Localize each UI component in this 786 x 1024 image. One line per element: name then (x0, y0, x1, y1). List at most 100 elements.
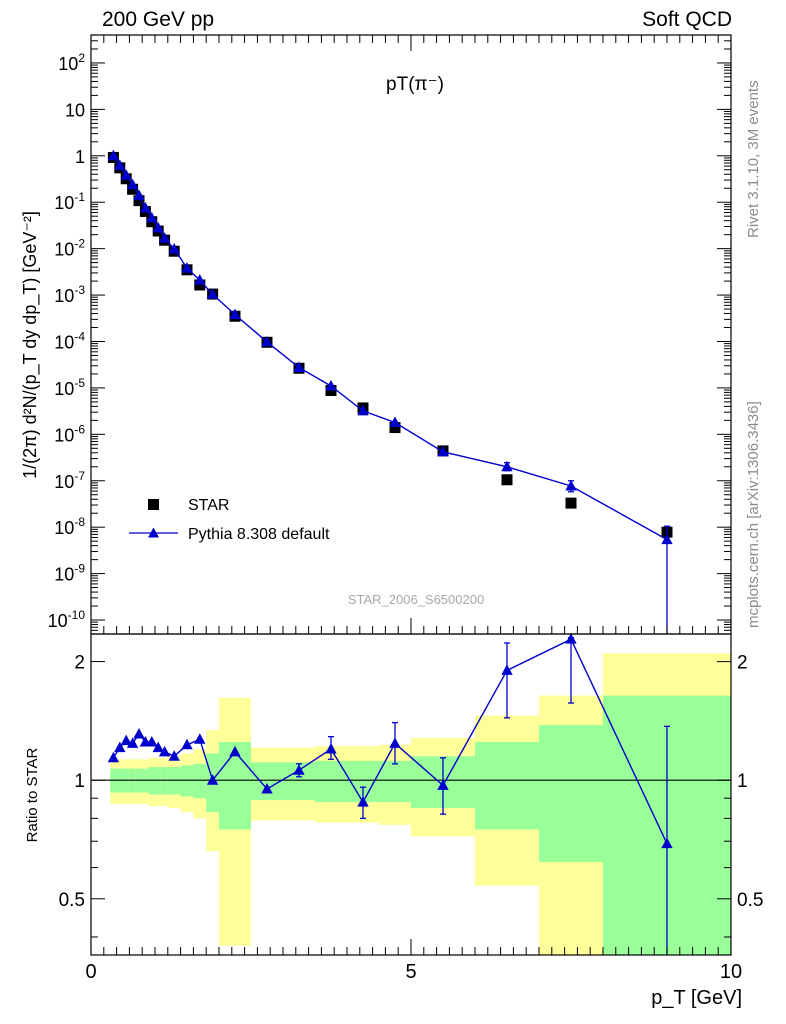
x-axis-label: p_T [GeV] (651, 987, 742, 1009)
band-green-21 (539, 725, 603, 862)
ratio-point-3 (126, 737, 139, 748)
pythia-point-6 (146, 211, 158, 223)
pythia-point-3 (126, 178, 139, 190)
pythia-point-21 (565, 480, 577, 491)
ratio-point-13 (229, 745, 241, 757)
ratio-y-axis-label: Ratio to STAR (24, 747, 41, 842)
ratio-point-11 (194, 733, 206, 744)
pythia-point-5 (139, 202, 152, 213)
pythia-point-1 (114, 159, 126, 170)
legend-marker-pythia (148, 527, 159, 538)
ratio-point-17 (357, 796, 369, 807)
ratio-point-0 (107, 751, 120, 763)
main-ytick-label-7: 10-3 (54, 283, 85, 306)
pythia-point-7 (152, 221, 164, 233)
ratio-point-10 (181, 738, 193, 750)
ratio-point-7 (152, 741, 164, 753)
header-left: 200 GeV pp (102, 8, 215, 31)
ratio-point-16 (325, 742, 337, 754)
ratio-point-22 (661, 837, 673, 849)
main-y-axis-label: 1/(2π) d²N/(p_T dy dp_T) [GeV⁻²] (20, 211, 41, 479)
ratio-ytick-label-left-2: 2 (74, 653, 85, 674)
band-green-13 (219, 742, 251, 830)
pythia-point-18 (389, 416, 401, 427)
ratio-point-1 (114, 741, 126, 753)
main-ytick-label-5: 10-5 (54, 376, 85, 399)
x-tick-label-2: 10 (720, 961, 742, 983)
band-green-11 (193, 763, 207, 799)
x-tick-label-0: 0 (85, 961, 96, 983)
band-green-20 (475, 742, 539, 830)
main-ytick-label-11: 10 (65, 100, 85, 120)
main-ytick-label-12: 102 (58, 51, 85, 74)
plot-title: pT(π⁻) (386, 74, 444, 95)
ratio-point-12 (206, 774, 219, 785)
star-point-18 (389, 422, 401, 434)
pythia-point-14 (261, 335, 273, 347)
ratio-point-6 (146, 736, 158, 747)
watermark: STAR_2006_S6500200 (348, 592, 484, 607)
band-green-10 (180, 765, 194, 797)
main-ytick-label-3: 10-7 (54, 469, 85, 492)
legend-label-pythia: Pythia 8.308 default (188, 526, 330, 543)
pythia-point-9 (168, 243, 180, 254)
ratio-point-8 (158, 745, 171, 757)
pythia-point-13 (229, 308, 241, 320)
main-ytick-label-4: 10-6 (54, 422, 85, 445)
ratio-plot-series (107, 633, 673, 955)
legend-marker-star (148, 499, 159, 510)
ratio-point-2 (120, 734, 132, 746)
star-point-4 (133, 195, 145, 207)
main-ytick-label-8: 10-2 (54, 237, 85, 260)
ratio-ytick-label-left-1: 1 (74, 771, 85, 792)
axis-labels: pT(π⁻) 1/(2π) d²N/(p_T dy dp_T) [GeV⁻²] … (20, 74, 742, 1009)
legend-label-star: STAR (188, 497, 229, 514)
pythia-point-19 (437, 445, 449, 457)
pythia-point-8 (158, 232, 171, 243)
axis-ticks: 10-1010-910-810-710-610-510-410-310-210-… (48, 34, 763, 983)
header-right: Soft QCD (642, 8, 732, 31)
pythia-line (112, 155, 668, 541)
band-green-14 (251, 762, 283, 801)
ratio-ytick-label-right-1: 1 (737, 771, 748, 792)
pythia-point-20 (501, 460, 513, 472)
ratio-ytick-label-left-0: 0.5 (59, 890, 85, 911)
pythia-point-12 (206, 288, 219, 299)
main-ytick-label-6: 10-4 (54, 329, 85, 352)
band-green-18 (379, 760, 411, 803)
x-tick-label-1: 5 (405, 961, 416, 983)
ratio-point-9 (168, 750, 180, 761)
main-ytick-label-10: 1 (75, 147, 85, 167)
star-point-11 (194, 279, 206, 291)
pythia-point-22 (661, 533, 673, 545)
legend: STAR Pythia 8.308 default (129, 497, 330, 543)
star-point-21 (565, 497, 577, 509)
star-point-3 (127, 183, 139, 195)
pythia-point-0 (107, 149, 120, 161)
ratio-point-18 (389, 737, 401, 748)
ratio-point-19 (437, 779, 449, 790)
uncertainty-bands (110, 653, 731, 955)
ratio-ytick-label-right-2: 2 (737, 653, 748, 674)
ratio-point-15 (293, 764, 305, 775)
main-ytick-label-9: 10-1 (54, 190, 85, 213)
ratio-point-20 (501, 664, 513, 675)
main-ytick-label-1: 10-9 (54, 562, 85, 585)
pythia-point-11 (194, 274, 206, 285)
main-ytick-label-0: 10-10 (48, 608, 86, 631)
title-text: pT(π⁻) (386, 74, 444, 95)
pythia-point-4 (133, 189, 145, 200)
star-point-20 (501, 474, 513, 486)
pythia-point-17 (357, 404, 369, 416)
ratio-ytick-label-right-0: 0.5 (737, 890, 763, 911)
pythia-point-16 (325, 379, 337, 391)
ratio-point-14 (261, 782, 273, 794)
main-ytick-label-2: 10-8 (54, 515, 85, 538)
pythia-point-10 (181, 262, 193, 273)
ratio-point-4 (133, 727, 145, 739)
main-plot-series (107, 149, 673, 634)
ratio-point-21 (565, 633, 577, 644)
pythia-point-2 (120, 169, 132, 180)
main-plot-frame (90, 34, 732, 635)
